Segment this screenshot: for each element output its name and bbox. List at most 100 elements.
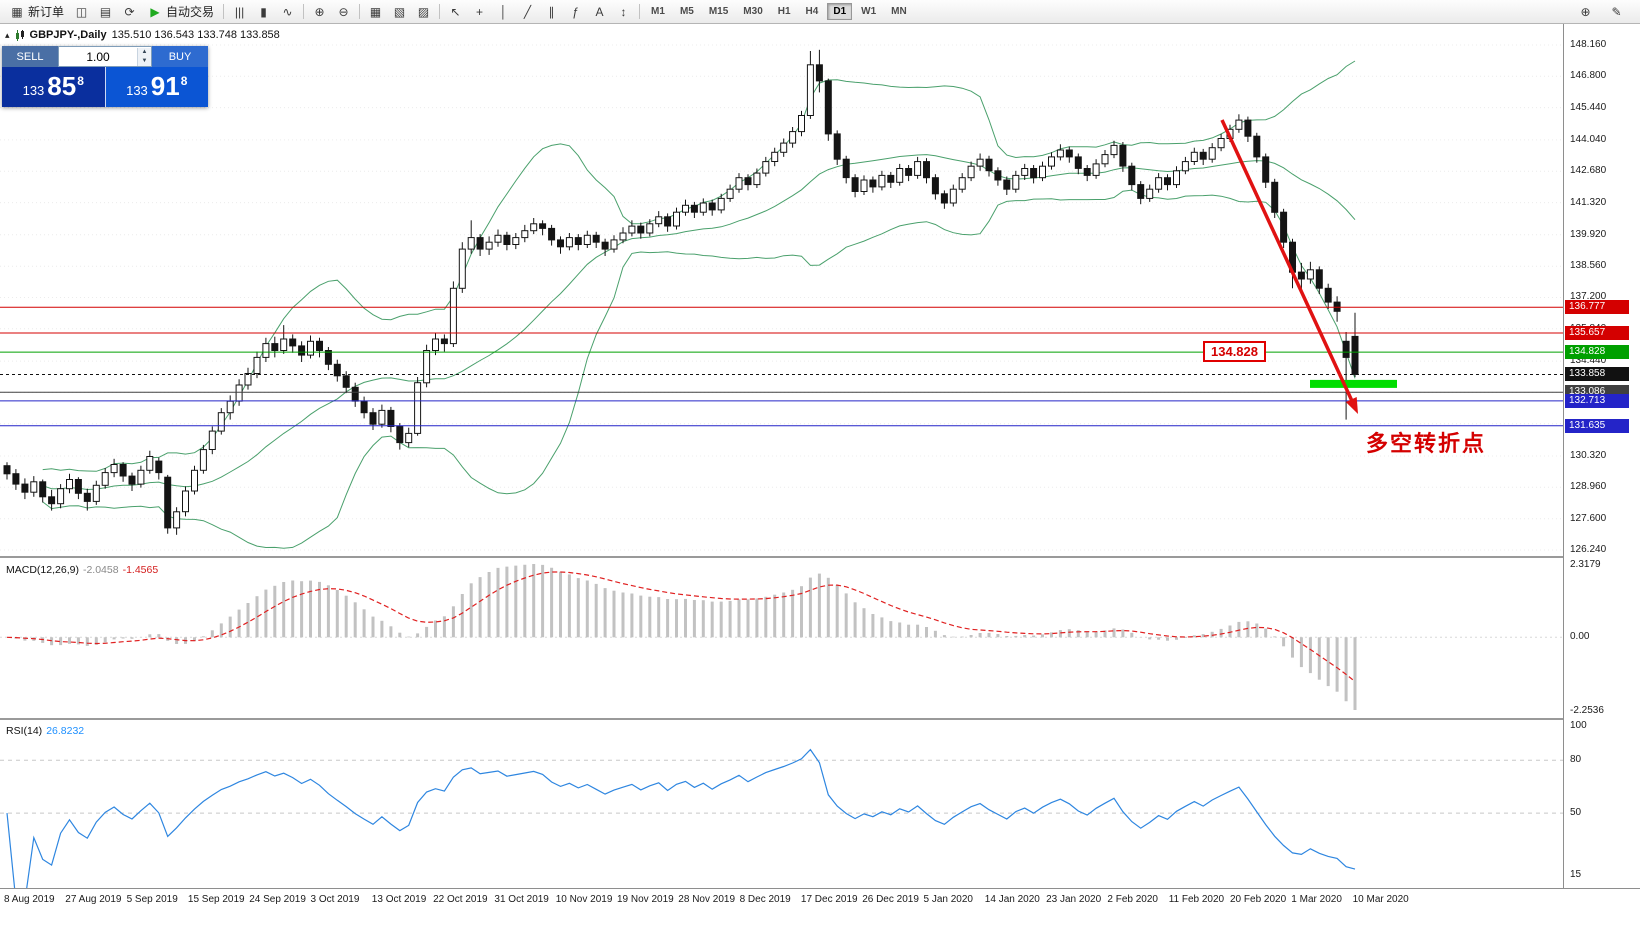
macd-scale-label: 2.3179 (1570, 559, 1601, 570)
macd-signal-value: -1.4565 (122, 564, 159, 576)
candlestick-icon (15, 29, 25, 41)
timeframe-m1[interactable]: M1 (651, 6, 665, 17)
zoom-out-icon[interactable]: ⊖ (338, 4, 349, 19)
timeframe-h4[interactable]: H4 (805, 6, 819, 17)
line-chart-icon[interactable]: ∿ (282, 4, 293, 19)
volume-down-icon[interactable]: ▼ (138, 56, 151, 66)
turning-point-annotation[interactable]: 多空转折点 (1366, 431, 1487, 456)
collapse-panel-icon[interactable]: ▴ (5, 29, 10, 40)
macd-indicator-label: MACD(12,26,9) -2.0458 -1.4565 (6, 564, 158, 576)
main-chart-pane[interactable] (0, 24, 1563, 556)
date-label: 5 Jan 2020 (923, 894, 974, 905)
timeframe-h1[interactable]: H1 (777, 6, 791, 17)
date-label: 17 Dec 2019 (800, 894, 858, 905)
rsi-indicator-label: RSI(14) 26.8232 (6, 725, 84, 737)
equidistant-channel-icon[interactable]: ∥ (548, 4, 555, 19)
ask-price-button[interactable]: 133 91 8 (104, 67, 208, 107)
date-label: 19 Nov 2019 (617, 894, 674, 905)
price-scale-label: 142.680 (1570, 165, 1607, 176)
autotrade-button[interactable]: ▶ 自动交易 (142, 2, 219, 21)
toolbar-right-group: ⊕ ✎ (1574, 2, 1636, 21)
date-label: 28 Nov 2019 (678, 894, 736, 905)
rsi-scale-label: 100 (1570, 720, 1587, 731)
date-label: 5 Sep 2019 (126, 894, 178, 905)
price-scale-label: 126.240 (1570, 544, 1607, 555)
candlestick-chart-icon[interactable]: ▮ (260, 4, 267, 19)
timeframe-w1[interactable]: W1 (861, 6, 877, 17)
autotrade-button-label: 自动交易 (166, 5, 215, 19)
date-label: 31 Oct 2019 (494, 894, 549, 905)
price-line-badge: 136.777 (1565, 300, 1629, 314)
toolbar-separator (639, 4, 641, 19)
price-line-badge: 131.635 (1565, 419, 1629, 433)
volume-input[interactable] (59, 48, 137, 65)
fibonacci-icon[interactable]: ƒ (572, 4, 579, 19)
macd-main-value: -2.0458 (82, 564, 119, 576)
zoom-in-icon[interactable]: ⊕ (314, 4, 325, 19)
toolbar-separator (223, 4, 225, 19)
time-axis[interactable]: 8 Aug 2019 27 Aug 2019 5 Sep 2019 15 Sep 20… (0, 888, 1640, 911)
chart-title: ▴ GBPJPY-,Daily 135.510 136.543 133.748 … (5, 29, 280, 41)
macd-pane[interactable] (0, 558, 1563, 718)
date-label: 22 Oct 2019 (433, 894, 488, 905)
bid-price-button[interactable]: 133 85 8 (2, 67, 105, 107)
price-scale-label: 144.040 (1570, 134, 1607, 145)
date-label: 3 Oct 2019 (310, 894, 360, 905)
buy-button[interactable]: BUY (152, 46, 208, 67)
bottom-blank-area (0, 910, 1640, 949)
rsi-scale-label: 15 (1570, 869, 1582, 880)
volume-up-icon[interactable]: ▲ (138, 47, 151, 57)
timeframe-m30[interactable]: M30 (743, 6, 763, 17)
date-label: 20 Feb 2020 (1230, 894, 1287, 905)
timeframe-mn[interactable]: MN (891, 6, 907, 17)
price-scale-label: 146.800 (1570, 70, 1607, 81)
bar-chart-icon[interactable]: ||| (234, 4, 245, 19)
rsi-scale-label: 50 (1570, 807, 1582, 818)
text-label-icon[interactable]: A (595, 4, 604, 19)
date-label: 1 Mar 2020 (1291, 894, 1342, 905)
timeframe-d1[interactable]: D1 (827, 3, 853, 20)
tile-windows-icon[interactable]: ▦ (369, 4, 382, 19)
arrow-objects-icon[interactable]: ↕ (620, 4, 627, 19)
cursor-icon[interactable]: ↖ (450, 4, 461, 19)
volume-field: ▲ ▼ (58, 46, 152, 67)
bid-pips: 85 (47, 71, 77, 101)
price-scale-label: 128.960 (1570, 481, 1607, 492)
date-label: 8 Aug 2019 (4, 894, 55, 905)
ask-pips: 91 (150, 71, 180, 101)
vertical-line-icon[interactable]: │ (499, 4, 508, 19)
pane-separator[interactable] (0, 556, 1640, 558)
refresh-icon[interactable]: ⟳ (124, 4, 135, 19)
new-order-button[interactable]: ▦ 新订单 (4, 2, 69, 21)
price-scale-label: 138.560 (1570, 260, 1607, 271)
zoom-search-icon[interactable]: ⊕ (1580, 4, 1591, 19)
price-scale-label: 141.320 (1570, 197, 1607, 208)
timeframe-m15[interactable]: M15 (708, 6, 729, 17)
macd-scale-label: -2.2536 (1570, 705, 1604, 716)
pane-separator[interactable] (0, 718, 1640, 720)
price-scale-label: 145.440 (1570, 102, 1607, 113)
price-line-badge: 134.828 (1565, 345, 1629, 359)
rsi-name: RSI(14) (6, 725, 43, 737)
edit-pencil-icon[interactable]: ✎ (1611, 4, 1622, 19)
date-label: 24 Sep 2019 (249, 894, 306, 905)
charts-grid-icon[interactable]: ◫ (75, 4, 88, 19)
new-chart-icon[interactable]: ▧ (393, 4, 406, 19)
ohlc-values: 135.510 136.543 133.748 133.858 (111, 29, 280, 41)
volume-stepper: ▲ ▼ (137, 47, 151, 66)
crosshair-icon[interactable]: + (476, 4, 484, 19)
chart-template-icon[interactable]: ▨ (417, 4, 430, 19)
date-label: 13 Oct 2019 (371, 894, 427, 905)
rsi-pane[interactable] (0, 720, 1563, 888)
macd-name: MACD(12,26,9) (6, 564, 79, 576)
timeframe-m5[interactable]: M5 (679, 6, 694, 17)
price-axis[interactable]: 148.160 146.800 145.440 144.040 142.680 141.3… (1563, 24, 1640, 888)
price-annotation-box[interactable]: 134.828 (1203, 341, 1266, 362)
sell-button[interactable]: SELL (2, 46, 58, 67)
bid-price-badge: 133.858 (1565, 367, 1629, 381)
profiles-icon[interactable]: ▤ (99, 4, 112, 19)
trendline-icon[interactable]: ╱ (523, 4, 532, 19)
bid-pipette: 8 (77, 74, 84, 88)
macd-scale-label: 0.00 (1570, 631, 1590, 642)
